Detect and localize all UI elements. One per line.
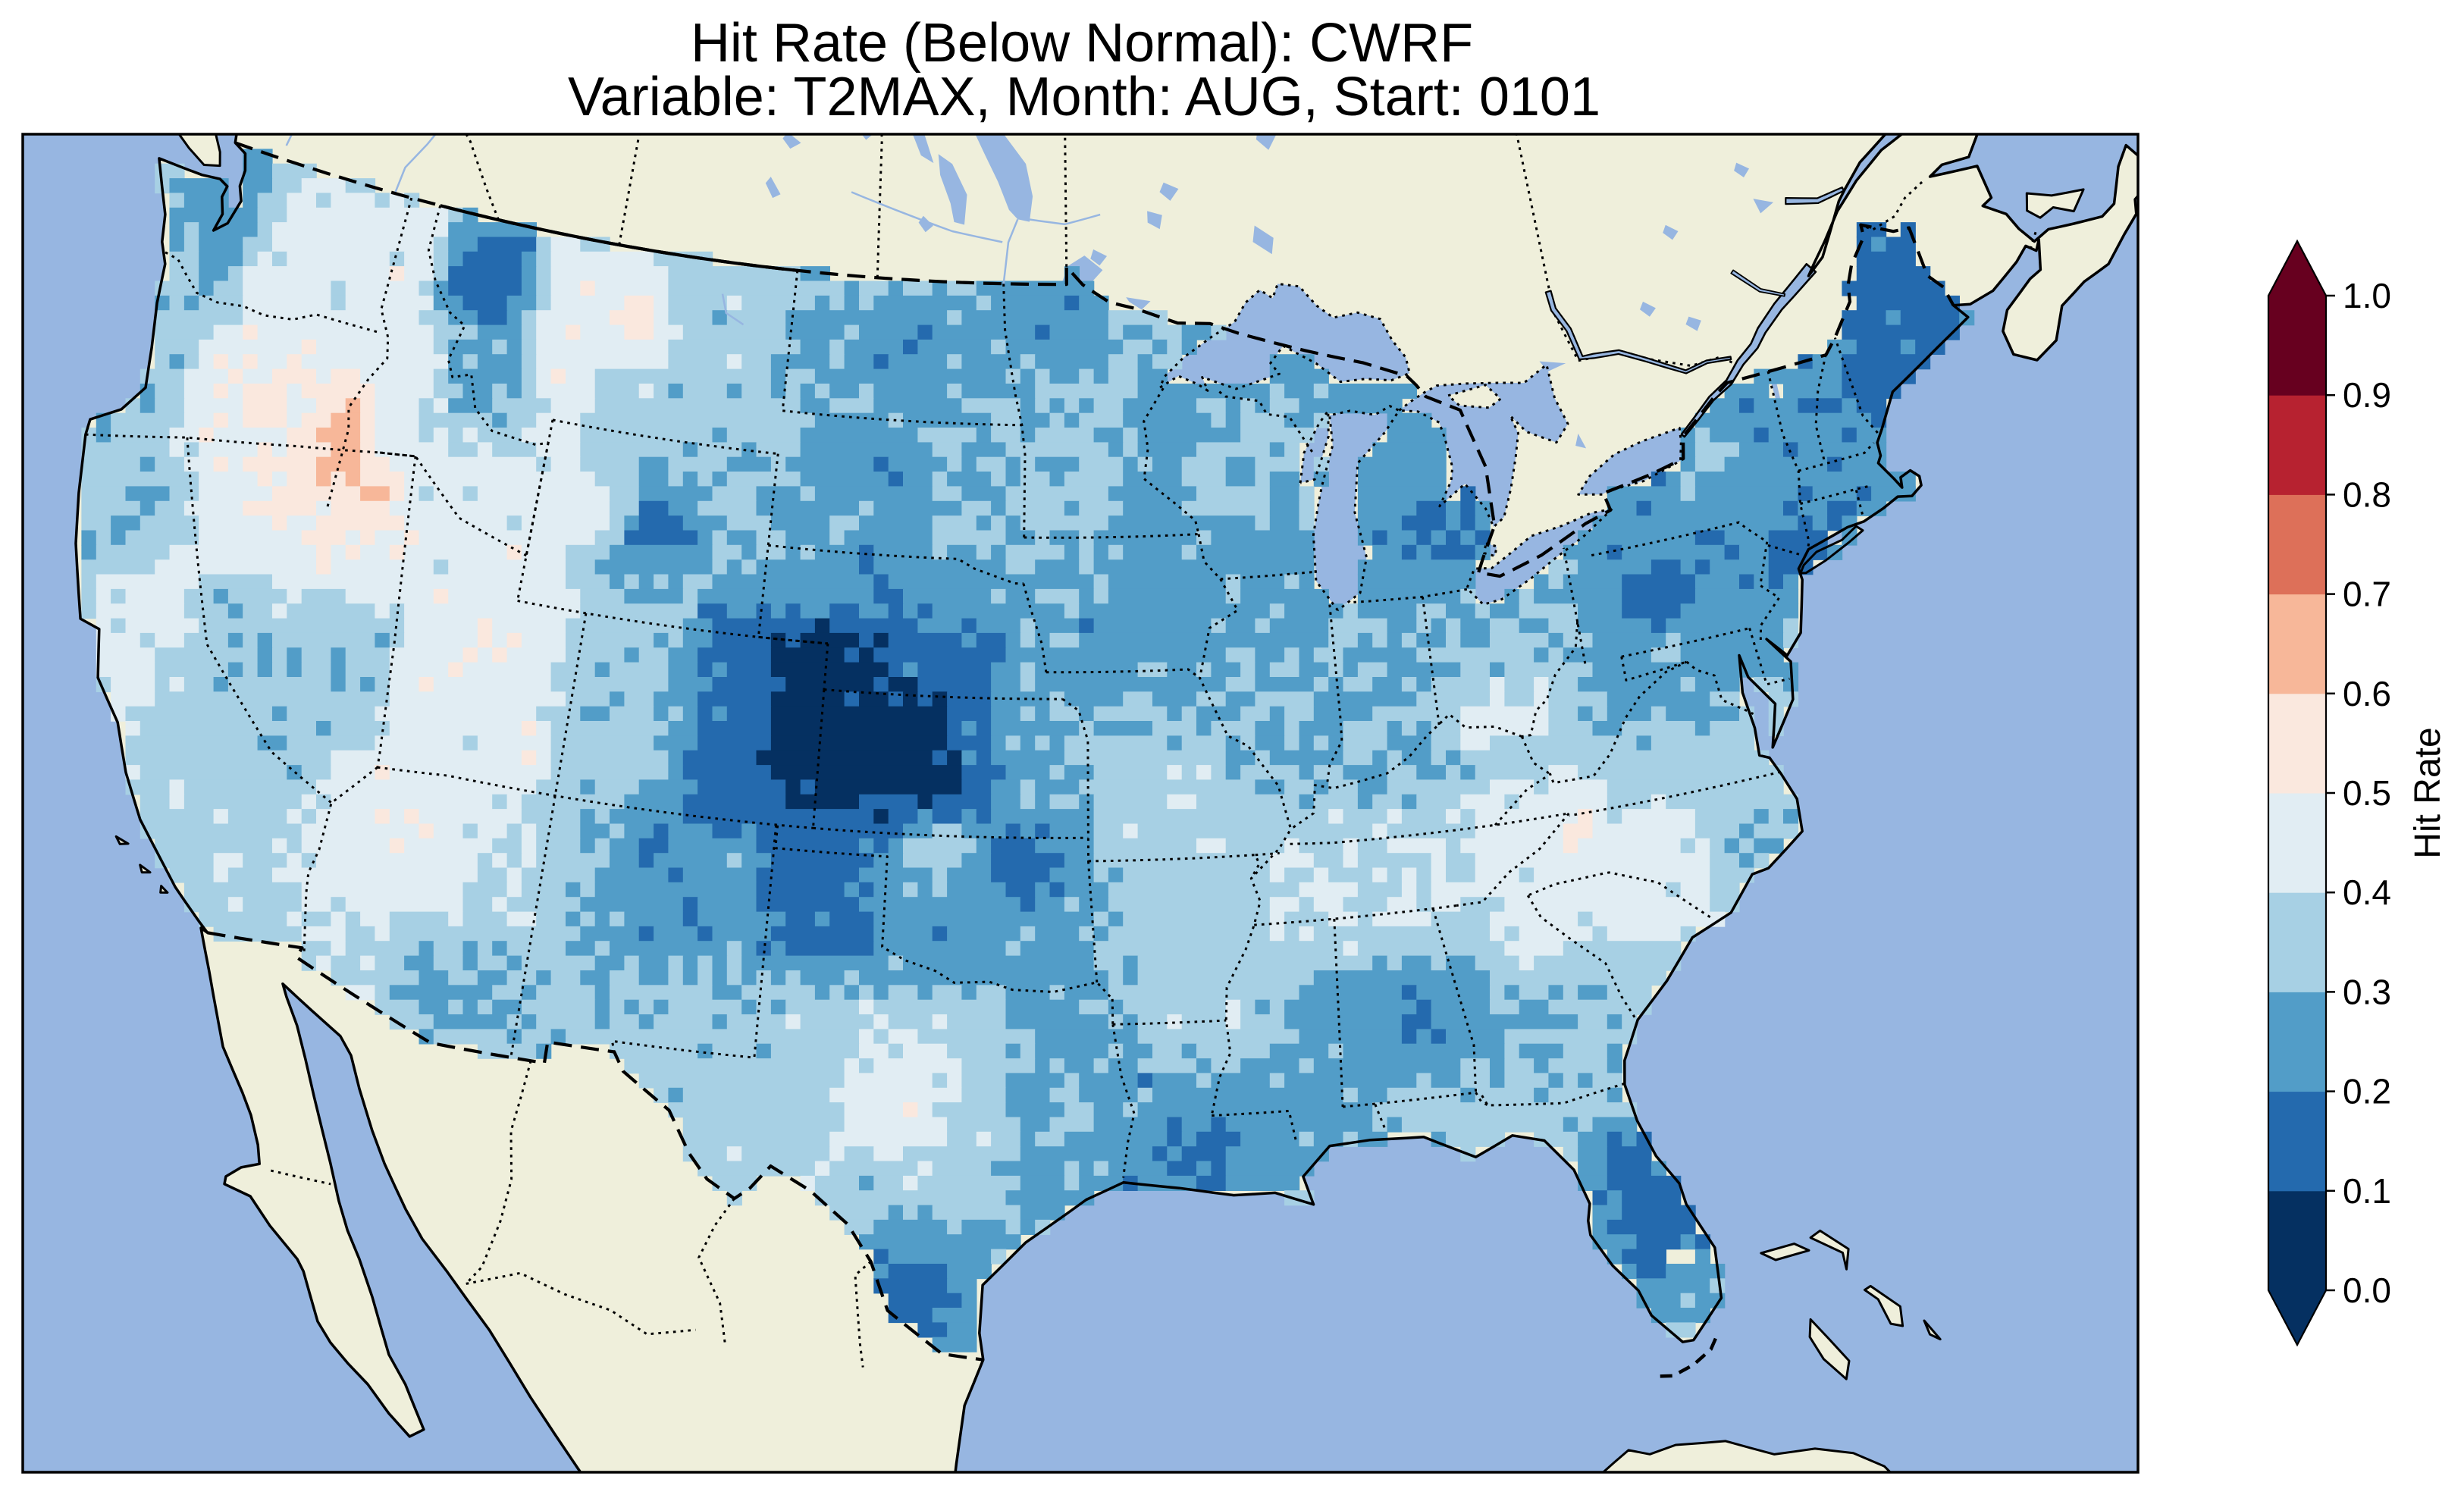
svg-text:0.9: 0.9 bbox=[2343, 375, 2391, 415]
svg-text:0.0: 0.0 bbox=[2343, 1271, 2391, 1310]
svg-text:0.7: 0.7 bbox=[2343, 575, 2391, 614]
svg-text:0.6: 0.6 bbox=[2343, 674, 2391, 713]
svg-text:Hit Rate: Hit Rate bbox=[2408, 727, 2448, 858]
svg-text:1.0: 1.0 bbox=[2343, 276, 2391, 315]
svg-text:Variable: T2MAX, Month: AUG, S: Variable: T2MAX, Month: AUG, Start: 0101 bbox=[568, 67, 1600, 127]
svg-text:0.8: 0.8 bbox=[2343, 475, 2391, 514]
svg-text:0.1: 0.1 bbox=[2343, 1171, 2391, 1211]
svg-text:0.5: 0.5 bbox=[2343, 773, 2391, 813]
svg-text:Hit Rate (Below Normal): CWRF: Hit Rate (Below Normal): CWRF bbox=[691, 13, 1473, 74]
svg-text:0.4: 0.4 bbox=[2343, 873, 2391, 912]
svg-text:0.3: 0.3 bbox=[2343, 972, 2391, 1011]
svg-text:0.2: 0.2 bbox=[2343, 1072, 2391, 1111]
